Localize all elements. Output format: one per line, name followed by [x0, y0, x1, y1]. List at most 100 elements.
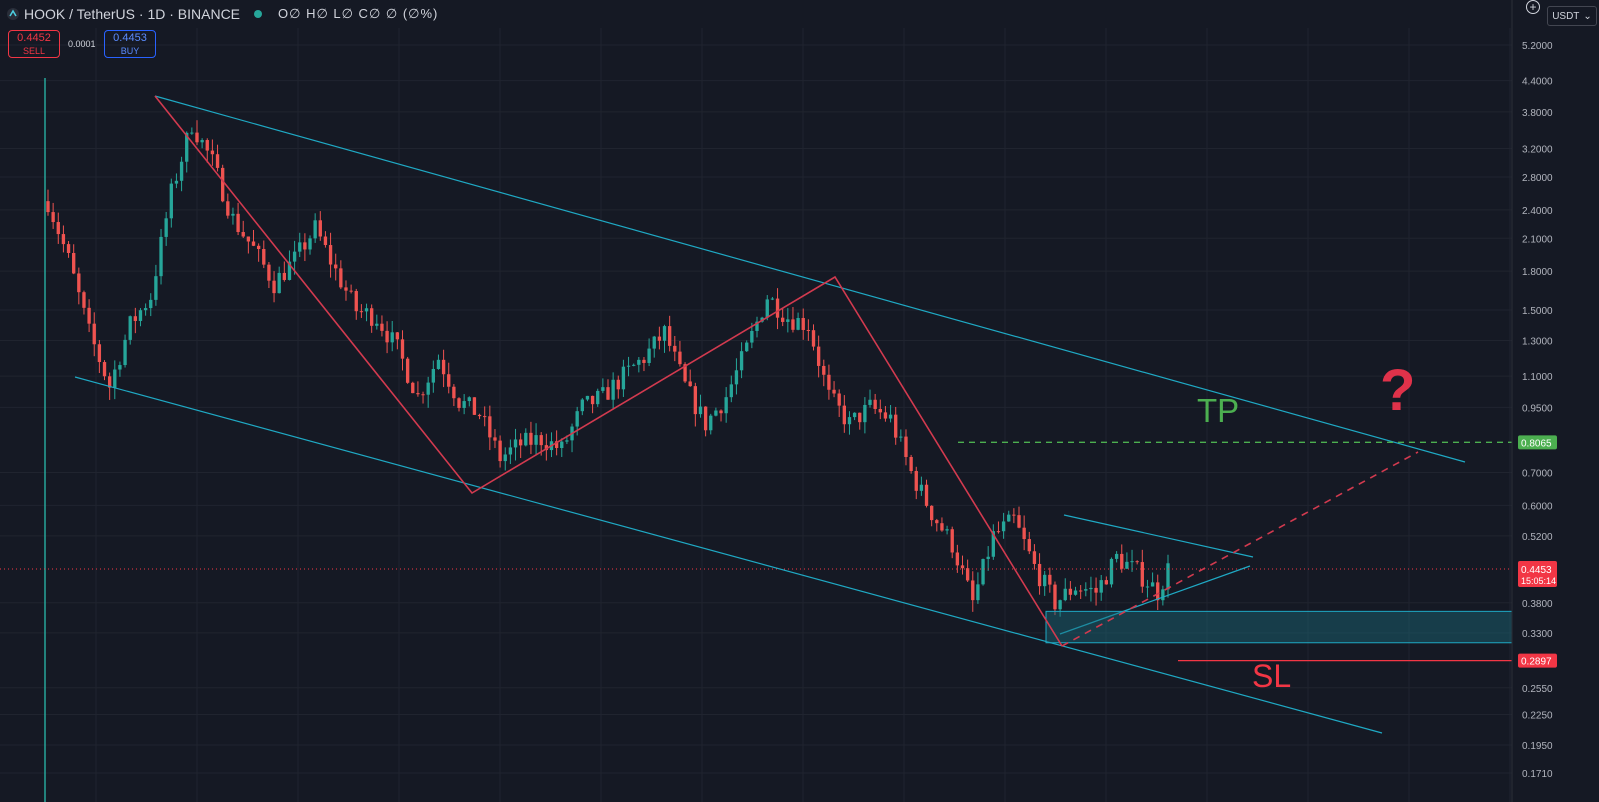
candle-body: [359, 311, 364, 313]
candle-body: [616, 379, 620, 390]
price-tick-label: 5.2000: [1522, 41, 1553, 52]
candle-body: [205, 140, 209, 151]
symbol-title[interactable]: HOOK / TetherUS · 1D · BINANCE: [24, 6, 241, 22]
candle-body: [1068, 588, 1073, 595]
candle-body: [1125, 561, 1129, 569]
candle-body: [133, 316, 138, 321]
candle-body: [169, 183, 173, 219]
candle-body: [493, 437, 497, 441]
candle-body: [1053, 584, 1057, 610]
candle-body: [878, 408, 882, 413]
candle-body: [544, 445, 549, 451]
candle-body: [174, 180, 179, 184]
candle-body: [164, 218, 168, 237]
candle-body: [503, 454, 507, 462]
candle-body: [991, 531, 995, 557]
candle-body: [652, 336, 656, 349]
candle-body: [1109, 558, 1114, 585]
candle-body: [334, 264, 338, 269]
buy-price: 0.4453: [113, 32, 147, 44]
candle-body: [642, 359, 646, 363]
price-tick-label: 0.1950: [1522, 741, 1553, 752]
candle-body: [919, 484, 924, 491]
currency-select[interactable]: USDT ⌄: [1547, 6, 1597, 26]
price-tick-label: 2.4000: [1522, 206, 1553, 217]
price-tick-label: 2.8000: [1522, 173, 1553, 184]
candle-body: [1037, 563, 1042, 587]
candle-body: [513, 439, 518, 448]
candle-body: [647, 348, 651, 363]
candle-body: [462, 401, 466, 408]
candle-body: [488, 416, 492, 438]
sell-label: SELL: [22, 46, 46, 56]
chart-drawings: TP SL?: [0, 95, 1513, 734]
candle-body: [965, 568, 970, 581]
chart-grid: [0, 28, 1512, 802]
channel-upper-line: [154, 95, 1466, 463]
candle-body: [765, 299, 769, 318]
price-tick-label: 1.3000: [1522, 337, 1553, 348]
candle-body: [1078, 590, 1083, 592]
candle-body: [626, 365, 631, 367]
projection-dashed-line: [1061, 451, 1419, 647]
price-badge: [1518, 560, 1557, 587]
candle-body: [179, 161, 184, 181]
candle-body: [801, 317, 805, 330]
price-badge-label: 0.8065: [1521, 438, 1552, 449]
candle-body: [858, 412, 862, 423]
candle-body: [1048, 574, 1052, 585]
candle-body: [395, 332, 400, 340]
candle-body: [960, 565, 965, 569]
candle-body: [190, 132, 194, 134]
candle-body: [113, 369, 117, 388]
candle-body: [863, 404, 867, 423]
zigzag-path: [154, 95, 1063, 647]
candle-body: [745, 342, 749, 352]
candle-body: [714, 410, 718, 416]
candle-body: [935, 520, 939, 524]
candle-body: [786, 319, 790, 322]
add-plus-icon[interactable]: +: [1526, 0, 1540, 14]
candle-body: [405, 358, 410, 383]
candle-body: [775, 298, 780, 318]
candle-body: [529, 432, 533, 445]
candle-body: [241, 232, 245, 237]
candle-body: [1032, 551, 1037, 564]
candle-body: [56, 222, 60, 235]
candle-body: [236, 213, 240, 233]
candle-body: [518, 439, 523, 446]
candle-body: [308, 238, 312, 250]
candle-body: [770, 298, 775, 300]
candle-body: [72, 252, 76, 274]
candle-body: [221, 167, 225, 202]
candle-body: [143, 308, 148, 311]
candle-body: [596, 390, 600, 405]
sell-button[interactable]: 0.4452 SELL: [8, 30, 60, 58]
candle-body: [811, 330, 816, 347]
candle-body: [77, 273, 81, 293]
price-tick-label: 1.8000: [1522, 267, 1553, 278]
candle-body: [816, 346, 821, 366]
buy-button[interactable]: 0.4453 BUY: [104, 30, 156, 58]
candle-body: [724, 397, 728, 414]
candle-body: [590, 395, 595, 405]
candle-body: [1114, 553, 1119, 559]
price-tick-label: 0.2250: [1522, 710, 1553, 721]
candle-body: [51, 212, 55, 223]
sl-label: SL: [1252, 658, 1291, 694]
candle-body: [467, 397, 471, 402]
candle-body: [380, 323, 384, 331]
price-badge: [1518, 435, 1557, 450]
candle-body: [1130, 561, 1134, 563]
candle-body: [1073, 590, 1078, 595]
candle-body: [123, 339, 127, 366]
candle-body: [154, 276, 158, 300]
candle-body: [739, 351, 744, 371]
demand-zone-rect: [1045, 610, 1513, 644]
candle-body: [87, 307, 91, 324]
candle-body: [996, 531, 1001, 533]
spread-value: 0.0001: [68, 39, 96, 49]
candle-body: [1089, 587, 1093, 590]
candle-body: [842, 405, 846, 425]
